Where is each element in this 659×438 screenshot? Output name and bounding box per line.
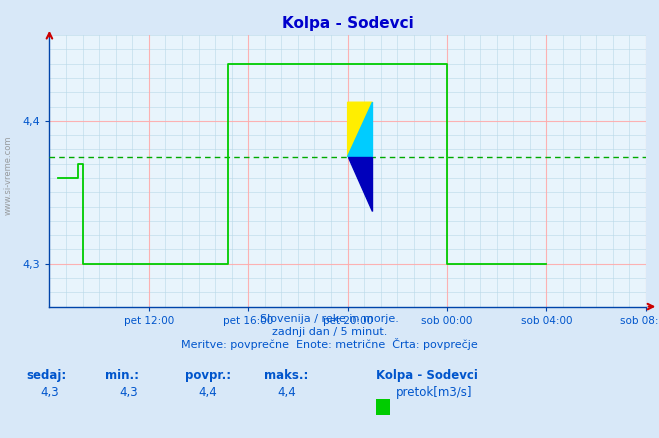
Title: Kolpa - Sodevci: Kolpa - Sodevci	[282, 16, 413, 31]
Text: 4,3: 4,3	[119, 386, 138, 399]
Text: www.si-vreme.com: www.si-vreme.com	[4, 135, 13, 215]
Polygon shape	[348, 102, 372, 156]
Text: Meritve: povprečne  Enote: metrične  Črta: povprečje: Meritve: povprečne Enote: metrične Črta:…	[181, 338, 478, 350]
Text: min.:: min.:	[105, 369, 140, 382]
Text: Slovenija / reke in morje.: Slovenija / reke in morje.	[260, 314, 399, 324]
Polygon shape	[348, 102, 372, 156]
Text: sedaj:: sedaj:	[26, 369, 67, 382]
Text: maks.:: maks.:	[264, 369, 308, 382]
Text: povpr.:: povpr.:	[185, 369, 231, 382]
Text: 4,4: 4,4	[198, 386, 217, 399]
Text: zadnji dan / 5 minut.: zadnji dan / 5 minut.	[272, 327, 387, 337]
Text: Kolpa - Sodevci: Kolpa - Sodevci	[376, 369, 478, 382]
Text: 4,3: 4,3	[40, 386, 59, 399]
Polygon shape	[348, 156, 372, 211]
Text: pretok[m3/s]: pretok[m3/s]	[395, 386, 472, 399]
Text: 4,4: 4,4	[277, 386, 296, 399]
